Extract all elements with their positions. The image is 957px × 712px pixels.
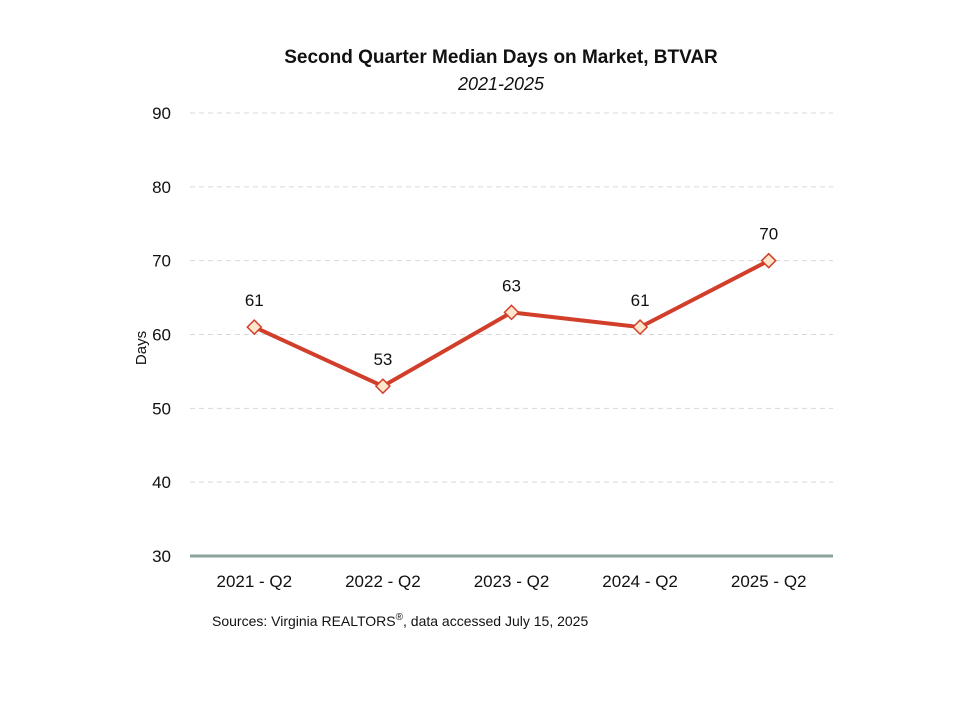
y-tick-label: 70: [152, 252, 171, 271]
data-labels-layer: 61 53 63 61 70: [245, 225, 778, 370]
data-label: 53: [373, 350, 392, 369]
x-axis-ticks: 2021 - Q2 2022 - Q2 2023 - Q2 2024 - Q2 2025…: [216, 572, 806, 591]
y-axis-label: Days: [133, 331, 150, 365]
source-prefix: Sources: Virginia REALTORS: [212, 613, 396, 629]
data-label: 63: [502, 276, 521, 295]
y-tick-label: 40: [152, 473, 171, 492]
data-point-marker: [374, 378, 391, 395]
x-tick-label: 2025 - Q2: [731, 572, 807, 591]
y-tick-label: 90: [152, 104, 171, 123]
source-suffix: , data accessed July 15, 2025: [403, 613, 588, 629]
x-tick-label: 2024 - Q2: [602, 572, 678, 591]
y-axis-ticks: 30 40 50 60 70 80 90: [152, 104, 171, 566]
y-tick-label: 50: [152, 399, 171, 418]
markers-layer: [246, 252, 777, 395]
y-tick-label: 80: [152, 178, 171, 197]
source-note: Sources: Virginia REALTORS®, data access…: [212, 612, 588, 629]
data-point-marker: [246, 319, 263, 336]
data-point-marker: [632, 319, 649, 336]
data-label: 70: [759, 225, 778, 244]
data-label: 61: [245, 291, 264, 310]
registered-mark: ®: [396, 612, 404, 623]
y-tick-label: 30: [152, 547, 171, 566]
data-label: 61: [631, 291, 650, 310]
gridlines: [190, 112, 833, 483]
y-tick-label: 60: [152, 326, 171, 345]
data-point-marker: [760, 252, 777, 269]
chart-subtitle: 2021-2025: [457, 74, 545, 94]
chart-title: Second Quarter Median Days on Market, BT…: [284, 47, 718, 68]
x-tick-label: 2021 - Q2: [216, 572, 292, 591]
x-tick-label: 2023 - Q2: [474, 572, 550, 591]
x-tick-label: 2022 - Q2: [345, 572, 421, 591]
data-point-marker: [503, 304, 520, 321]
